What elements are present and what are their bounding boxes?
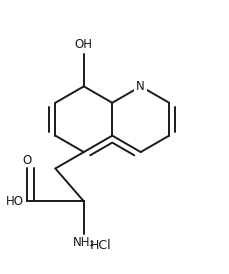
Text: HO: HO [6,195,24,208]
Text: NH₂: NH₂ [72,236,95,249]
Text: OH: OH [74,38,93,51]
Text: O: O [22,154,31,167]
Text: HCl: HCl [89,239,111,252]
Text: N: N [136,80,144,93]
